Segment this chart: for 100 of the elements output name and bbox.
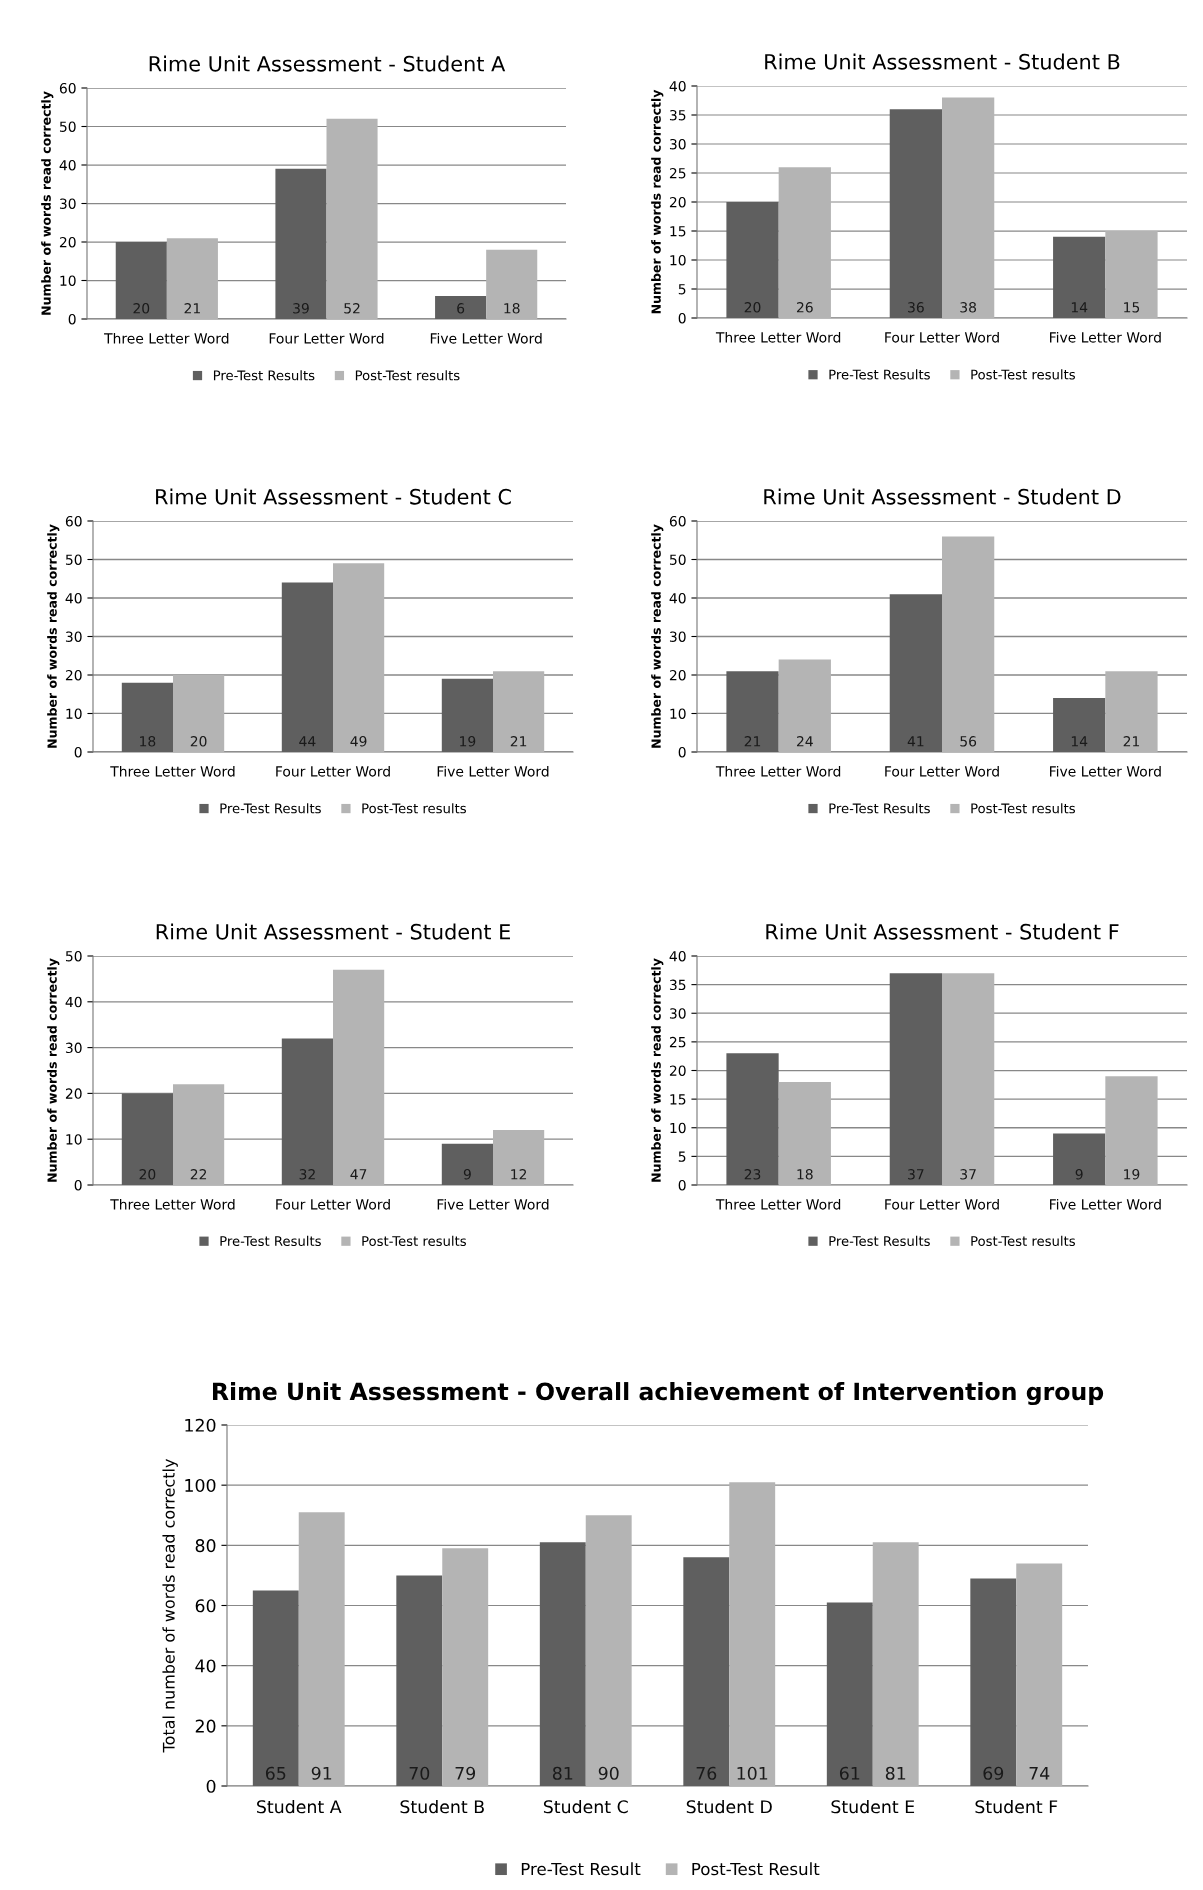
data-label: 15 — [1124, 302, 1140, 313]
bar — [1105, 231, 1158, 318]
bar — [942, 536, 995, 752]
bar — [435, 295, 487, 319]
y-tick-label: 100 — [185, 1478, 216, 1493]
x-tick-label: Four Letter Word — [276, 1198, 390, 1210]
data-label: 12 — [511, 1169, 527, 1180]
y-tick-label: 60 — [669, 515, 686, 527]
data-label: 74 — [1029, 1766, 1050, 1780]
data-label: 20 — [744, 302, 761, 313]
x-tick-label: Four Letter Word — [276, 765, 390, 777]
bar — [493, 1130, 545, 1185]
bar — [173, 675, 225, 752]
y-tick-label: 15 — [670, 226, 686, 237]
y-axis-title: Number of words read correctly — [41, 91, 54, 315]
data-label: 79 — [455, 1766, 476, 1780]
x-tick-label: Five Letter Word — [437, 1198, 549, 1210]
bar — [726, 202, 779, 318]
chart-title: Rime Unit Assessment - Student D — [764, 488, 1121, 505]
data-label: 14 — [1071, 736, 1088, 747]
data-label: 91 — [311, 1766, 332, 1780]
data-label: 37 — [908, 1169, 924, 1180]
bar — [683, 1557, 730, 1786]
chart-title: Rime Unit Assessment - Student A — [149, 55, 506, 72]
bar — [1053, 236, 1106, 318]
y-tick-label: 60 — [65, 515, 82, 527]
y-tick-label: 40 — [669, 80, 686, 92]
x-tick-label: Student F — [975, 1799, 1058, 1814]
y-tick-label: 10 — [670, 254, 686, 266]
y-tick-label: 35 — [669, 979, 686, 991]
chart-title: Rime Unit Assessment - Student F — [766, 923, 1119, 940]
bar — [121, 1093, 173, 1185]
y-tick-label: 50 — [669, 554, 686, 565]
data-label: 101 — [737, 1766, 768, 1780]
data-label: 39 — [293, 303, 309, 314]
legend-label: Pre-Test Results — [829, 369, 930, 380]
bar — [942, 97, 995, 318]
x-tick-label: Five Letter Word — [430, 332, 542, 344]
bar — [166, 238, 218, 319]
data-label: 36 — [908, 302, 924, 313]
y-tick-label: 30 — [65, 1042, 82, 1054]
y-tick-label: 80 — [195, 1539, 216, 1553]
bar — [872, 1542, 919, 1786]
y-tick-label: 10 — [670, 708, 686, 719]
y-tick-label: 50 — [65, 554, 82, 565]
y-tick-label: 40 — [195, 1659, 216, 1673]
y-tick-label: 25 — [669, 1036, 686, 1048]
legend-label: Post-Test results — [971, 1235, 1075, 1247]
x-tick-label: Student C — [543, 1799, 628, 1814]
legend-label: Pre-Test Results — [213, 370, 315, 381]
data-label: 21 — [1123, 736, 1140, 747]
y-tick-label: 120 — [185, 1418, 216, 1432]
bar — [889, 973, 942, 1185]
y-tick-label: 10 — [670, 1122, 686, 1134]
x-tick-label: Student B — [400, 1799, 484, 1814]
data-label: 21 — [510, 736, 527, 747]
bar — [585, 1515, 632, 1786]
bar — [778, 659, 831, 752]
bar — [778, 1081, 831, 1185]
data-label: 19 — [460, 736, 476, 747]
data-label: 21 — [184, 303, 200, 314]
y-axis-title: Total number of words read correctly — [162, 1459, 178, 1753]
data-label: 21 — [744, 736, 761, 747]
bar — [442, 1548, 489, 1786]
data-label: 41 — [907, 736, 924, 747]
data-label: 18 — [140, 736, 156, 747]
bar — [298, 1512, 345, 1786]
y-tick-label: 40 — [669, 592, 686, 604]
y-tick-label: 10 — [60, 275, 76, 286]
y-tick-label: 20 — [59, 236, 76, 248]
data-label: 22 — [190, 1169, 207, 1180]
y-tick-label: 0 — [74, 746, 82, 758]
data-label: 76 — [696, 1766, 717, 1780]
bar — [726, 1053, 779, 1185]
data-label: 90 — [598, 1766, 619, 1780]
bar — [1053, 1133, 1106, 1185]
x-tick-label: Three Letter Word — [110, 765, 235, 777]
x-tick-label: Five Letter Word — [1050, 765, 1161, 777]
data-label: 38 — [960, 302, 977, 313]
bar — [396, 1575, 443, 1786]
legend-label: Pre-Test Results — [829, 803, 930, 814]
x-tick-label: Five Letter Word — [1050, 1198, 1161, 1210]
y-tick-label: 20 — [669, 196, 686, 208]
data-label: 19 — [1124, 1169, 1140, 1180]
legend-label: Pre-Test Results — [220, 803, 321, 814]
y-tick-label: 30 — [669, 1008, 686, 1019]
y-tick-label: 60 — [195, 1599, 216, 1613]
x-tick-label: Three Letter Word — [715, 1198, 841, 1210]
y-tick-label: 50 — [65, 950, 82, 962]
bar — [970, 1578, 1017, 1786]
y-axis-title: Number of words read correctly — [651, 958, 664, 1182]
chart-title: Rime Unit Assessment - Student E — [156, 923, 510, 940]
bar — [539, 1542, 586, 1786]
y-axis-title: Number of words read correctly — [47, 524, 60, 748]
x-tick-label: Four Letter Word — [885, 331, 999, 343]
data-label: 37 — [960, 1169, 976, 1180]
y-tick-label: 10 — [66, 1134, 82, 1145]
legend-label: Post-Test results — [971, 369, 1075, 380]
y-tick-label: 0 — [68, 313, 76, 325]
legend-label: Pre-Test Results — [829, 1235, 930, 1247]
